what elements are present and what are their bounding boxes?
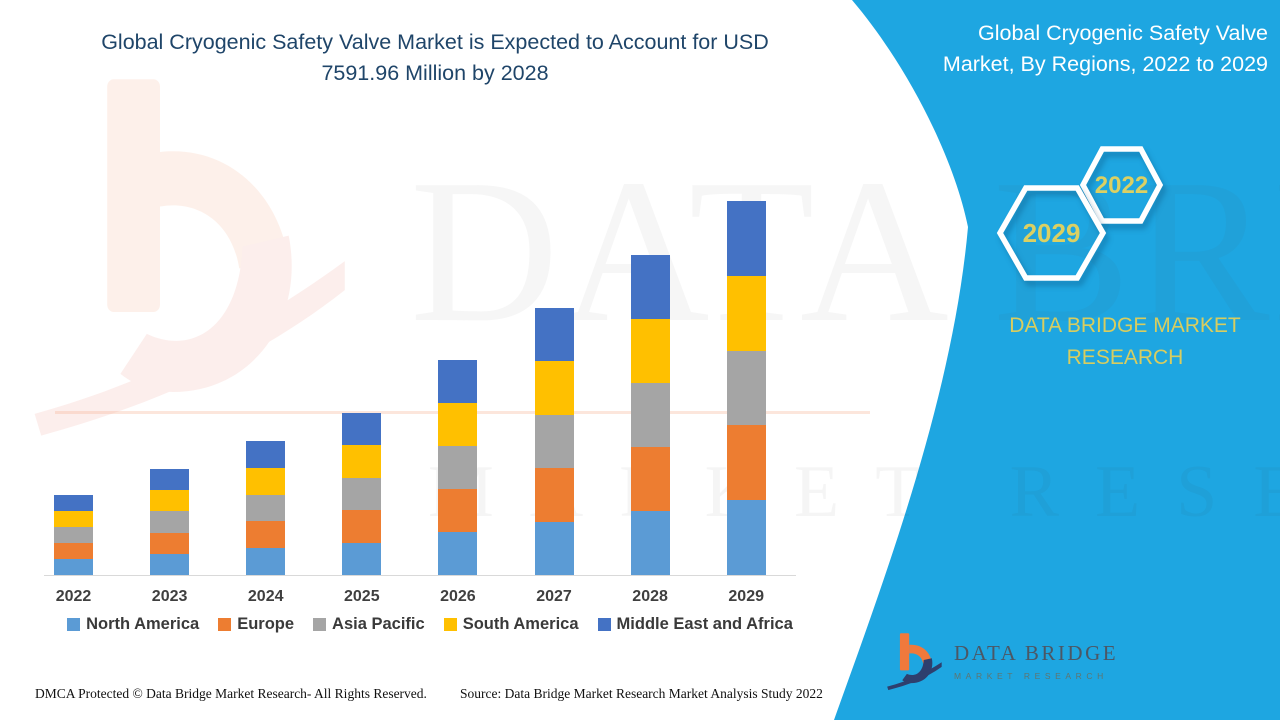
bar-segment — [246, 494, 286, 522]
bars-chart: 2022 2023 2024 2025 2026 2027 2028 2029 — [54, 201, 766, 605]
legend-item: South America — [443, 615, 579, 634]
bar-segment — [534, 414, 574, 469]
footer-source-text: Source: Data Bridge Market Research Mark… — [460, 686, 823, 701]
bar-segment — [342, 477, 382, 511]
bar-segment — [438, 403, 478, 446]
bar-2025 — [342, 413, 382, 575]
bar-segment — [54, 495, 93, 511]
bar-segment — [438, 360, 478, 403]
hexagon-badge-2022: 2022 — [1079, 146, 1164, 224]
bar-segment — [54, 511, 93, 527]
bar-segment — [54, 527, 93, 543]
x-axis-label: 2024 — [247, 588, 284, 605]
bar-2026 — [438, 360, 478, 575]
bar-segment — [630, 255, 670, 319]
bar-segment — [246, 467, 286, 495]
logo-b-icon — [887, 633, 942, 691]
legend: North America Europe Asia Pacific South Ame… — [0, 615, 860, 634]
dbmr-logo: DATA BRIDGE MARKET RESEARCH — [886, 632, 1118, 696]
hexagon-year-2022: 2022 — [1095, 172, 1148, 199]
bar-segment — [534, 468, 574, 522]
bar-segment — [342, 445, 382, 478]
brand-wordmark-line2: RESEARCH — [1066, 346, 1184, 369]
x-axis-label: 2029 — [728, 588, 764, 605]
bar-segment — [342, 510, 382, 543]
legend-swatch — [313, 618, 327, 631]
bar-segment — [150, 532, 190, 554]
bar-segment — [342, 542, 382, 575]
hexagon-badge-2029: 2029 — [996, 185, 1107, 281]
bar-2022 — [54, 495, 93, 575]
bar-segment — [726, 275, 766, 351]
bar-segment — [246, 521, 286, 549]
footer-dmca-text: DMCA Protected © Data Bridge Market Rese… — [35, 686, 427, 701]
bar-2024 — [246, 441, 286, 575]
bar-segment — [630, 511, 670, 575]
chart-title-line2: 7591.96 Million by 2028 — [321, 61, 549, 85]
bar-segment — [246, 548, 286, 575]
bar-segment — [630, 447, 670, 511]
brand-wordmark: DATA BRIDGE MARKET RESEARCH — [960, 310, 1280, 374]
x-axis-label: 2027 — [536, 588, 572, 605]
bar-segment — [150, 511, 190, 533]
legend-label: Asia Pacific — [332, 615, 425, 633]
bar-2028 — [630, 255, 670, 575]
panel-title: Global Cryogenic Safety Valve Market, By… — [838, 18, 1268, 80]
bar-segment — [150, 553, 190, 575]
bar-segment — [534, 361, 574, 415]
watermark-logo — [34, 79, 345, 436]
panel-title-line1: Global Cryogenic Safety Valve — [978, 21, 1268, 45]
logo-subtitle: MARKET RESEARCH — [954, 671, 1108, 681]
x-axis-label: 2025 — [344, 588, 380, 605]
bar-segment — [726, 425, 766, 501]
bar-segment — [438, 446, 478, 489]
x-axis-label: 2023 — [151, 588, 188, 605]
bar-segment — [246, 441, 286, 468]
x-axis-label: 2022 — [55, 588, 92, 605]
bar-segment — [150, 469, 190, 491]
bar-2023 — [150, 469, 190, 575]
logo-name: DATA BRIDGE — [954, 641, 1119, 665]
bar-2027 — [534, 308, 574, 575]
x-axis-label: 2026 — [440, 588, 476, 605]
legend-label: Middle East and Africa — [616, 615, 793, 633]
legend-swatch — [67, 618, 81, 631]
hexagon-badges: 2022 2029 — [996, 146, 1164, 281]
bar-segment — [534, 521, 574, 575]
bar-segment — [150, 490, 190, 512]
bar-segment — [630, 383, 670, 447]
bar-segment — [438, 489, 478, 532]
bar-segment — [54, 559, 93, 575]
hexagon-year-2029: 2029 — [1023, 218, 1081, 248]
bar-segment — [54, 543, 93, 559]
chart-title-line1: Global Cryogenic Safety Valve Market is … — [101, 30, 769, 54]
legend-swatch — [218, 618, 232, 631]
legend-item: Europe — [218, 615, 294, 634]
legend-swatch — [597, 618, 611, 631]
legend-label: Europe — [237, 615, 295, 633]
bar-segment — [342, 413, 382, 446]
legend-label: South America — [462, 615, 579, 633]
brand-wordmark-line1: DATA BRIDGE MARKET — [1009, 314, 1241, 337]
legend-item: Asia Pacific — [313, 615, 425, 634]
panel-title-line2: Market, By Regions, 2022 to 2029 — [942, 52, 1268, 76]
legend-item: North America — [67, 615, 199, 634]
bar-segment — [438, 532, 478, 575]
bar-segment — [534, 308, 574, 362]
chart-title: Global Cryogenic Safety Valve Market is … — [15, 27, 855, 89]
legend-swatch — [443, 618, 457, 631]
axis-baseline — [44, 575, 796, 576]
bar-segment — [726, 201, 766, 276]
legend-item: Middle East and Africa — [597, 615, 793, 634]
bar-segment — [726, 350, 766, 426]
x-axis-label: 2028 — [632, 588, 668, 605]
bar-segment — [726, 500, 766, 575]
bar-2029 — [726, 201, 766, 575]
legend-label: North America — [86, 615, 200, 633]
bar-segment — [630, 319, 670, 383]
